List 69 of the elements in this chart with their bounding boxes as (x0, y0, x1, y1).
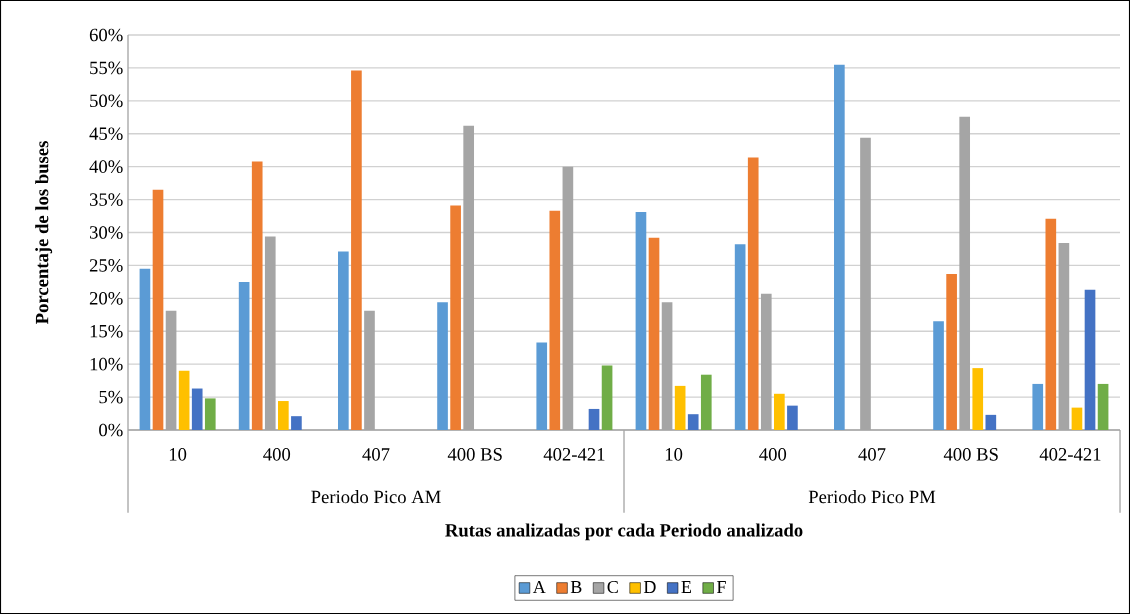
legend-label: A (532, 581, 546, 593)
bar (1097, 383, 1109, 430)
bar (700, 374, 712, 430)
y-tick-label: 60% (89, 28, 123, 42)
x-tick-label: 402-421 (1039, 448, 1101, 461)
bar (450, 205, 461, 430)
x-tick-label: 402-421 (543, 448, 605, 461)
y-tick-label: 35% (89, 193, 123, 206)
y-axis-title: Porcentaje de los buses (35, 141, 53, 325)
y-tick-label: 45% (89, 127, 123, 141)
y-tick-label: 50% (90, 94, 123, 108)
x-axis-title: Rutas analizadas por cada Periodo analizado (445, 523, 803, 541)
y-tick-label: 10% (90, 357, 123, 371)
y-tick-label: 5% (99, 390, 123, 404)
bar (437, 302, 448, 430)
bar (351, 70, 362, 430)
bar (338, 251, 349, 430)
bar (139, 268, 151, 430)
x-tick-label: 10 (665, 448, 683, 461)
bar (1084, 289, 1096, 430)
bar (549, 210, 561, 430)
bar (687, 414, 699, 430)
y-tick-label: 55% (90, 61, 123, 75)
x-tick-label: 10 (169, 448, 187, 461)
y-tick-label: 0% (99, 423, 123, 437)
bar (972, 368, 984, 430)
bar (1045, 218, 1057, 430)
bar (152, 189, 164, 430)
bar (601, 365, 613, 430)
bar (787, 405, 798, 430)
bar (536, 342, 548, 430)
bar (774, 393, 785, 430)
bar (588, 408, 600, 430)
legend-label: F (716, 581, 726, 593)
bar (251, 161, 263, 430)
bar (946, 273, 957, 430)
x-tick-label: 407 (362, 448, 390, 461)
legend-label: C (607, 581, 618, 594)
bar (648, 237, 660, 430)
y-tick-label: 40% (89, 160, 123, 173)
bar (635, 212, 647, 430)
y-tick-label: 30% (89, 226, 123, 239)
bar (178, 370, 190, 430)
x-tick-label: 400 BS (447, 448, 502, 461)
bar (933, 321, 944, 430)
bar (278, 401, 289, 430)
x-tick-label: 400 (759, 448, 787, 461)
bar (1032, 383, 1044, 430)
legend-label: E (681, 581, 692, 593)
legend-label: D (643, 581, 656, 593)
bar (985, 414, 997, 430)
bar (238, 281, 250, 430)
bar (1071, 407, 1083, 430)
x-tick-label: 407 (858, 448, 886, 461)
x-tick-label: 400 BS (943, 448, 998, 461)
bar (204, 398, 216, 430)
bar (674, 385, 686, 430)
y-tick-label: 25% (89, 259, 123, 272)
text: Periodo Pico PM (808, 490, 936, 504)
bar (734, 244, 746, 430)
bar (191, 388, 203, 430)
y-tick-label: 15% (90, 324, 123, 338)
x-tick-label: 400 (263, 448, 291, 461)
text: Periodo Pico AM (311, 490, 441, 504)
bar (747, 157, 759, 430)
y-tick-label: 20% (89, 292, 123, 305)
bar (291, 416, 302, 430)
legend-label: B (570, 581, 582, 593)
bar (834, 64, 845, 430)
